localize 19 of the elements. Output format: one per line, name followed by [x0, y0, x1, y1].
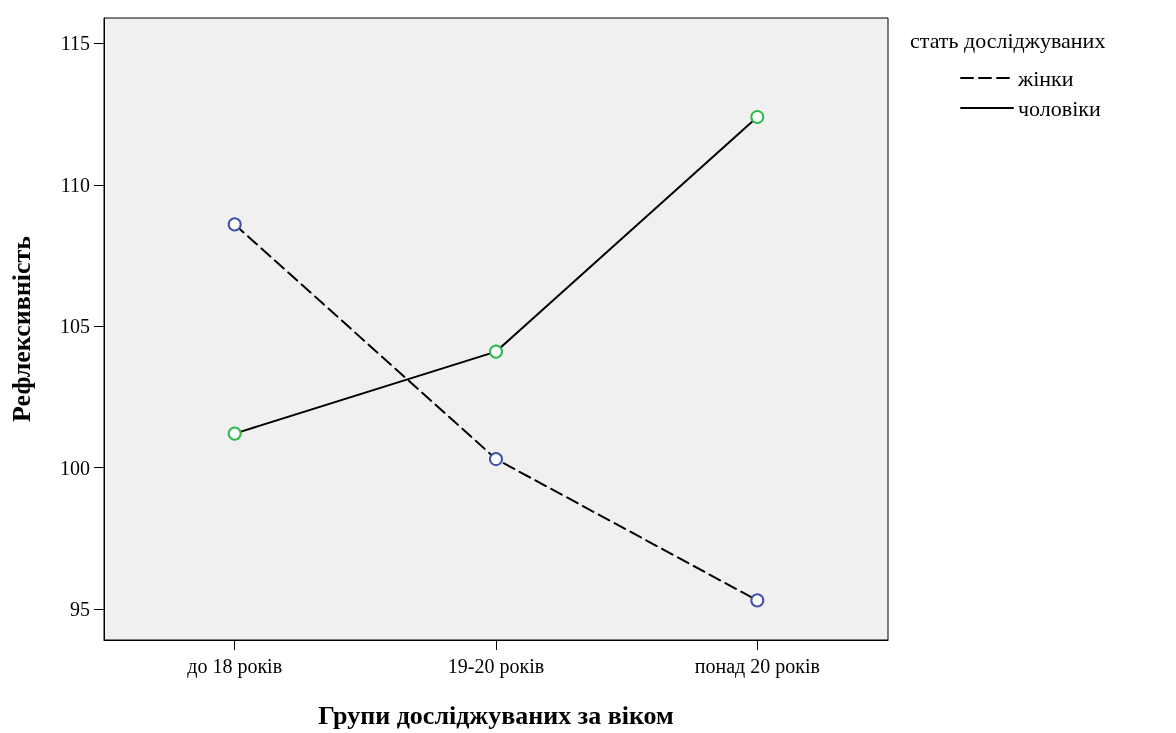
y-tick-label: 110: [60, 173, 90, 196]
point: [227, 426, 242, 441]
legend-label: чоловіки: [1018, 95, 1101, 121]
x-tick-label: понад 20 років: [694, 655, 820, 678]
y-tick-label: 100: [60, 456, 90, 479]
y-tick-label: 105: [60, 315, 90, 338]
point: [750, 109, 765, 124]
y-tick-label: 115: [60, 32, 90, 55]
point: [227, 217, 242, 232]
legend-label: жінки: [1017, 65, 1074, 91]
x-axis-title: Групи досліджуваних за віком: [318, 700, 674, 730]
point: [489, 452, 503, 467]
point: [750, 593, 765, 608]
x-tick-label: 19-20 років: [447, 655, 545, 678]
y-tick-label: 95: [70, 597, 90, 620]
x-tick-label: до 18 років: [187, 655, 283, 678]
point: [489, 344, 503, 359]
y-axis-title: Рефлексивність: [6, 235, 36, 423]
legend-title: стать досліджуваних: [910, 27, 1106, 53]
